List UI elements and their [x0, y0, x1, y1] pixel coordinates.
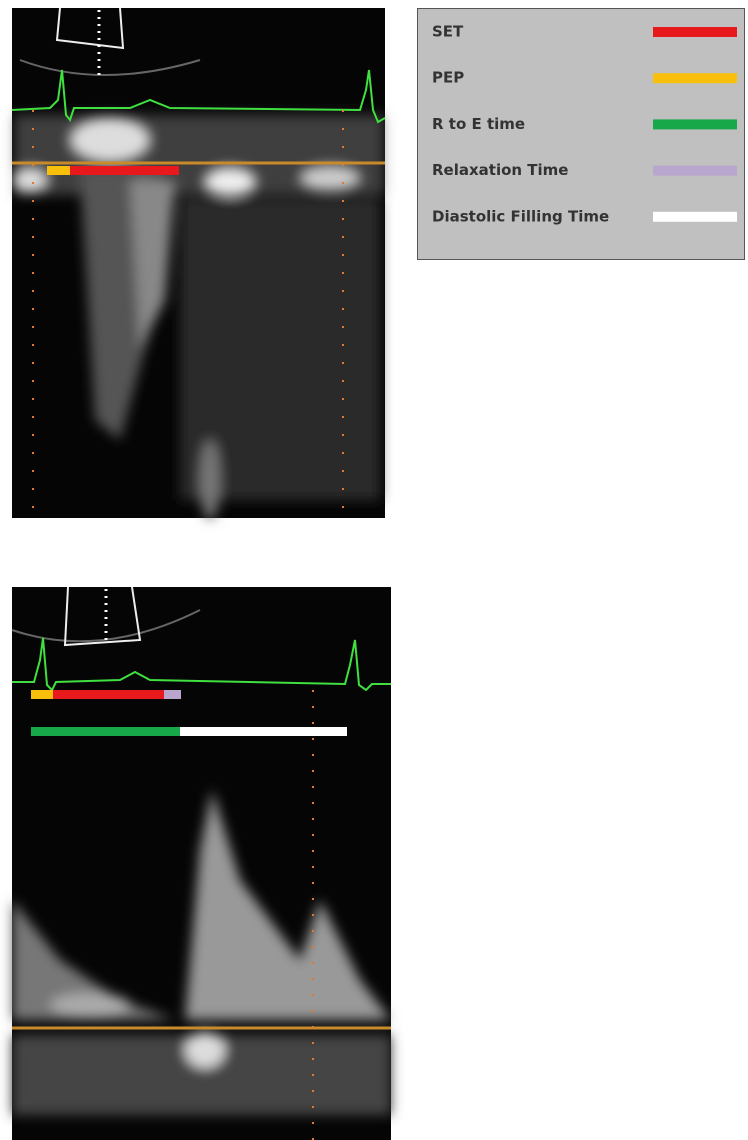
legend-label: Diastolic Filling Time	[432, 207, 609, 225]
legend-swatch	[653, 73, 737, 83]
legend-swatch	[653, 119, 737, 129]
set-bar	[53, 690, 164, 699]
relaxation-bar	[164, 690, 181, 699]
doppler-bottom	[12, 587, 391, 1140]
legend-label: PEP	[432, 69, 464, 87]
legend-swatch	[653, 27, 737, 37]
r-to-e-bar	[31, 727, 180, 736]
page: SET PEP R to E time Relaxation Time Diastoli…	[0, 0, 748, 1140]
legend-swatch	[653, 212, 737, 222]
pep-bar	[47, 166, 70, 175]
set-bar	[70, 166, 179, 175]
pep-bar	[31, 690, 53, 699]
doppler-top	[12, 8, 385, 520]
legend-swatch	[653, 166, 737, 176]
legend-label: SET	[432, 23, 464, 41]
figure: SET PEP R to E time Relaxation Time Diastoli…	[0, 0, 748, 1140]
filling-bar	[180, 727, 347, 736]
legend-label: R to E time	[432, 115, 525, 133]
legend-label: Relaxation Time	[432, 161, 568, 179]
legend: SET PEP R to E time Relaxation Time Diastoli…	[418, 9, 745, 260]
